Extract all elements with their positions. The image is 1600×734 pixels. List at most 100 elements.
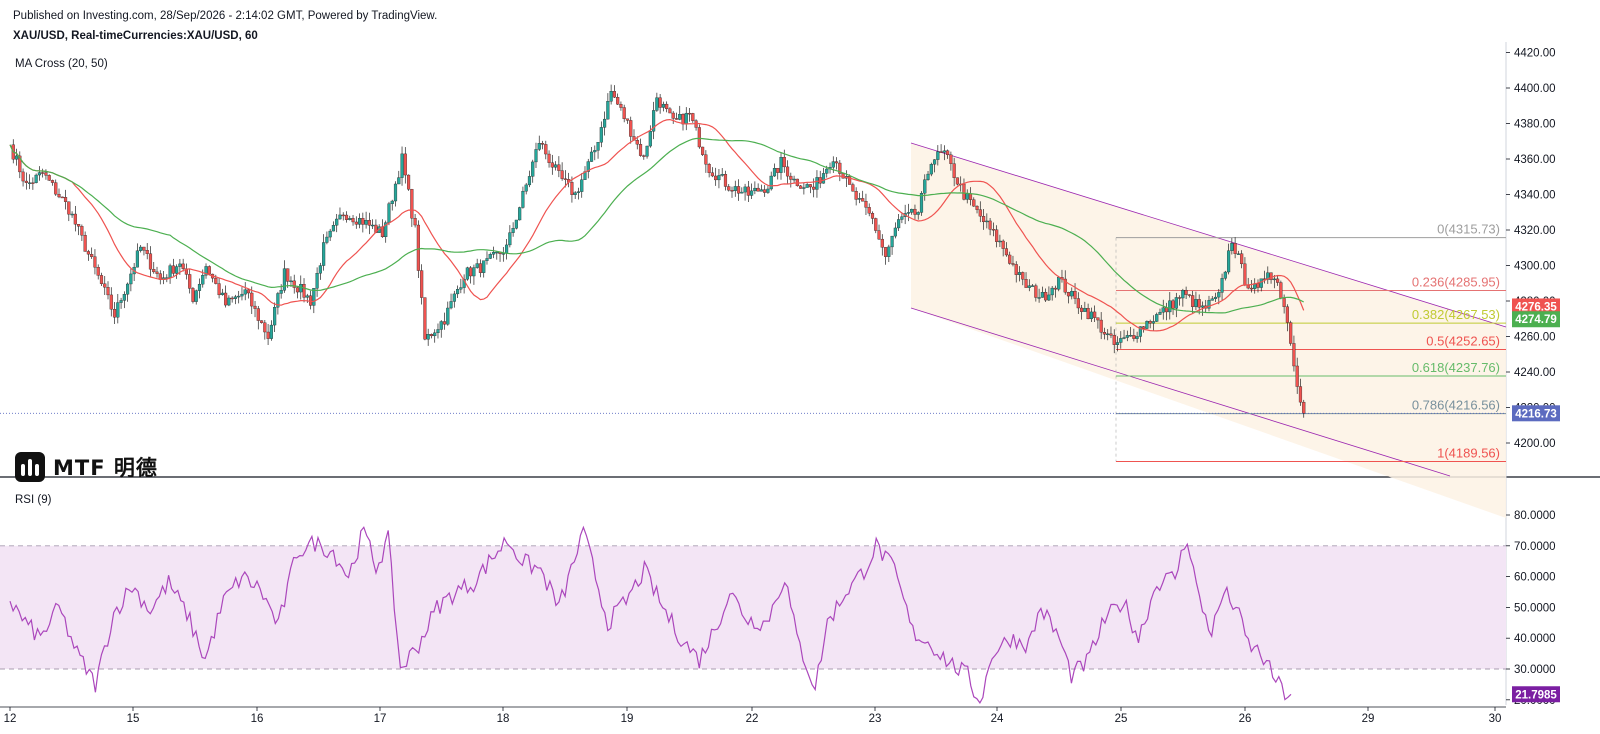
candle: [1132, 328, 1136, 342]
price-tick-label: 4400.00: [1514, 83, 1556, 95]
channel-upper-line[interactable]: [910, 142, 1507, 328]
candle: [942, 145, 946, 161]
candle: [217, 277, 221, 299]
candle: [714, 167, 718, 186]
candle: [1083, 301, 1087, 312]
candle: [756, 183, 760, 192]
candle: [263, 320, 267, 340]
descending-channel[interactable]: [910, 142, 1507, 518]
svg-text:4276.35: 4276.35: [1515, 301, 1557, 313]
candle: [161, 271, 166, 285]
candle: [60, 196, 64, 199]
candle: [1066, 291, 1071, 304]
candle: [838, 160, 842, 182]
candle: [459, 278, 463, 294]
time-tick-label: 24: [991, 713, 1004, 725]
candle: [31, 177, 35, 190]
candle: [1181, 288, 1185, 307]
candle: [932, 159, 937, 173]
candle: [126, 282, 130, 302]
candle: [158, 270, 162, 285]
candle: [1171, 299, 1175, 315]
candle: [665, 101, 669, 113]
candle: [586, 158, 590, 179]
time-tick-label: 18: [497, 713, 510, 725]
candle: [1207, 295, 1211, 312]
published-note: Published on Investing.com, 28/Sep/2026 …: [13, 10, 438, 22]
candle: [834, 157, 839, 170]
candle: [913, 204, 917, 220]
candle: [109, 287, 113, 317]
candle: [1279, 280, 1283, 300]
candle: [155, 266, 159, 278]
candle: [981, 208, 986, 230]
fib-level-label: 1(4189.56): [1437, 446, 1500, 461]
candle: [1109, 326, 1113, 339]
candle: [18, 151, 22, 179]
candle: [1223, 270, 1227, 281]
candle: [596, 142, 600, 159]
candle: [900, 212, 904, 224]
rsi-axis[interactable]: 20.000030.000040.000050.000060.000070.00…: [1506, 510, 1556, 707]
candle: [83, 231, 87, 252]
candle: [207, 265, 211, 276]
candle: [393, 181, 398, 207]
candle: [227, 295, 231, 307]
candle: [1210, 296, 1214, 301]
time-tick-label: 15: [127, 713, 140, 725]
candle: [1102, 327, 1107, 340]
candle: [1292, 335, 1296, 372]
candle: [854, 187, 858, 206]
candle: [433, 329, 437, 343]
candle: [498, 251, 502, 262]
candle: [727, 184, 731, 192]
candle: [478, 259, 483, 278]
candle: [181, 258, 185, 272]
rsi-tick-label: 60.0000: [1514, 572, 1556, 584]
candle: [1155, 312, 1159, 322]
candle: [413, 213, 417, 228]
rsi-tick-label: 70.0000: [1514, 541, 1556, 553]
candle: [14, 148, 19, 166]
candle: [86, 249, 90, 261]
candle: [37, 166, 41, 181]
candle: [188, 268, 192, 294]
fibonacci-retracement[interactable]: 0(4315.73) 0.236(4285.95) 0.382(4267.53) 0.…: [1115, 222, 1506, 463]
candle: [139, 244, 143, 253]
candle: [710, 167, 714, 178]
candle: [821, 167, 826, 184]
candle: [1021, 271, 1025, 286]
candle: [674, 112, 679, 120]
candle: [122, 291, 126, 309]
channel-lower-line[interactable]: [910, 307, 1451, 477]
candle: [148, 246, 153, 277]
candle: [1236, 250, 1240, 255]
candle: [1080, 304, 1084, 320]
candle: [1089, 307, 1093, 322]
candle: [1194, 291, 1198, 311]
candle: [622, 104, 626, 123]
candle: [210, 273, 215, 283]
ma-fast-price-tag: 4276.35: [1512, 298, 1560, 315]
candle: [184, 263, 188, 280]
candle: [119, 297, 123, 309]
channel-fill: [911, 143, 1506, 518]
candle: [1047, 286, 1051, 301]
time-axis[interactable]: 12 15 16 17 18 19 22 23 24 25 26 29 30: [0, 706, 1506, 725]
candle: [305, 293, 309, 303]
candle: [926, 170, 930, 181]
candle: [1122, 329, 1126, 340]
candle: [655, 92, 659, 112]
candle: [606, 93, 610, 120]
candle: [1014, 261, 1018, 283]
candle: [116, 293, 120, 324]
candle: [465, 266, 469, 281]
candle: [750, 183, 754, 200]
candle: [485, 251, 489, 265]
candle: [991, 222, 995, 237]
candle: [619, 101, 623, 111]
candle: [625, 118, 630, 124]
candle: [995, 225, 999, 248]
price-axis[interactable]: 4200.004220.004240.004260.004280.004300.…: [1506, 48, 1556, 451]
